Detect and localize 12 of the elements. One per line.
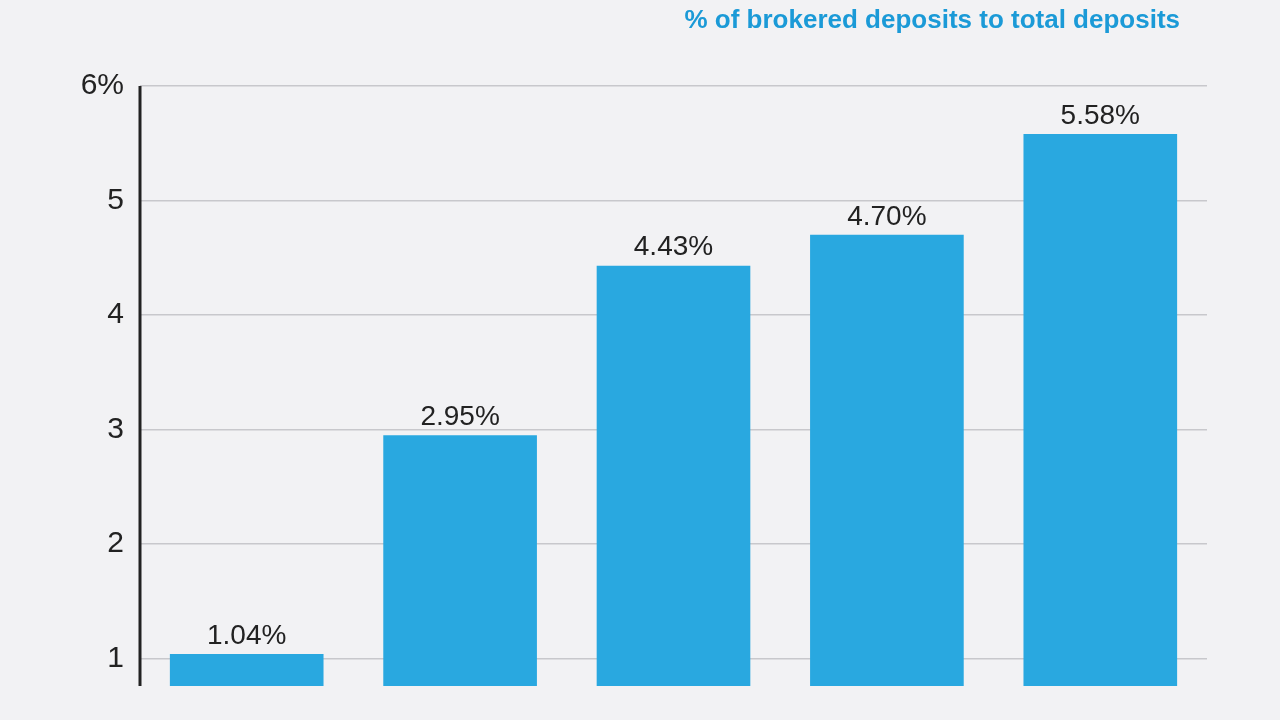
data-label: 5.58% [1060,98,1140,130]
y-tick-label: 6% [80,67,124,101]
data-label: 1.04% [207,618,287,650]
y-tick-label: 2 [107,525,124,559]
data-label: 2.95% [420,399,500,431]
y-tick-label: 3 [107,410,124,444]
chart-title: % of brokered deposits to total deposits [684,4,1180,35]
data-label: 4.70% [847,199,927,231]
y-tick-label: 4 [107,296,124,330]
data-label: 4.43% [633,230,714,262]
y-tick-label: 5 [107,181,124,215]
y-tick-label: 1 [107,639,124,673]
